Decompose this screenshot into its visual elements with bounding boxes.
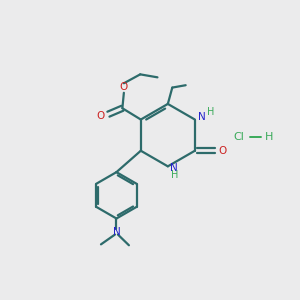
Text: N: N — [112, 226, 120, 237]
Text: N: N — [170, 163, 178, 173]
Text: O: O — [97, 111, 105, 121]
Text: H: H — [264, 132, 273, 142]
Text: Cl: Cl — [233, 132, 244, 142]
Text: O: O — [120, 82, 128, 92]
Text: N: N — [197, 112, 205, 122]
Text: O: O — [218, 146, 226, 156]
Text: H: H — [171, 170, 178, 180]
Text: H: H — [207, 107, 214, 117]
